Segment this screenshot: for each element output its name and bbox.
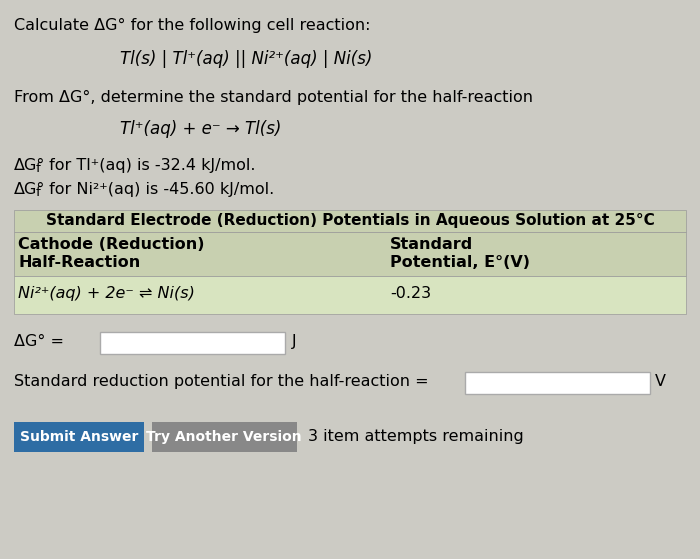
FancyBboxPatch shape bbox=[465, 372, 650, 394]
FancyBboxPatch shape bbox=[152, 422, 297, 452]
Text: 3 item attempts remaining: 3 item attempts remaining bbox=[308, 429, 524, 444]
Text: ΔG°: ΔG° bbox=[14, 158, 46, 173]
FancyBboxPatch shape bbox=[14, 210, 686, 232]
Text: Try Another Version: Try Another Version bbox=[146, 430, 302, 444]
Text: V: V bbox=[655, 374, 666, 389]
FancyBboxPatch shape bbox=[14, 232, 686, 276]
Text: -0.23: -0.23 bbox=[390, 286, 431, 301]
FancyBboxPatch shape bbox=[100, 332, 285, 354]
Text: Tl⁺(aq) + e⁻ → Tl(s): Tl⁺(aq) + e⁻ → Tl(s) bbox=[120, 120, 281, 138]
Text: Potential, E°(V): Potential, E°(V) bbox=[390, 255, 530, 270]
Text: for Ni²⁺(aq) is -45.60 kJ/mol.: for Ni²⁺(aq) is -45.60 kJ/mol. bbox=[44, 182, 274, 197]
Text: From ΔG°, determine the standard potential for the half-reaction: From ΔG°, determine the standard potenti… bbox=[14, 90, 533, 105]
Text: Half-Reaction: Half-Reaction bbox=[18, 255, 140, 270]
Text: Ni²⁺(aq) + 2e⁻ ⇌ Ni(s): Ni²⁺(aq) + 2e⁻ ⇌ Ni(s) bbox=[18, 286, 195, 301]
Text: J: J bbox=[292, 334, 297, 349]
Text: f: f bbox=[36, 186, 41, 199]
Text: Standard reduction potential for the half-reaction =: Standard reduction potential for the hal… bbox=[14, 374, 428, 389]
Text: f: f bbox=[36, 162, 41, 175]
FancyBboxPatch shape bbox=[14, 422, 144, 452]
Text: Standard Electrode (Reduction) Potentials in Aqueous Solution at 25°C: Standard Electrode (Reduction) Potential… bbox=[46, 213, 655, 228]
Text: Tl(s) | Tl⁺(aq) || Ni²⁺(aq) | Ni(s): Tl(s) | Tl⁺(aq) || Ni²⁺(aq) | Ni(s) bbox=[120, 50, 372, 68]
Text: Calculate ΔG° for the following cell reaction:: Calculate ΔG° for the following cell rea… bbox=[14, 18, 370, 33]
Text: ΔG° =: ΔG° = bbox=[14, 334, 64, 349]
FancyBboxPatch shape bbox=[14, 276, 686, 314]
Text: Cathode (Reduction): Cathode (Reduction) bbox=[18, 237, 204, 252]
Text: for Tl⁺(aq) is -32.4 kJ/mol.: for Tl⁺(aq) is -32.4 kJ/mol. bbox=[44, 158, 256, 173]
Text: Standard: Standard bbox=[390, 237, 473, 252]
Text: ΔG°: ΔG° bbox=[14, 182, 46, 197]
Text: Submit Answer: Submit Answer bbox=[20, 430, 138, 444]
